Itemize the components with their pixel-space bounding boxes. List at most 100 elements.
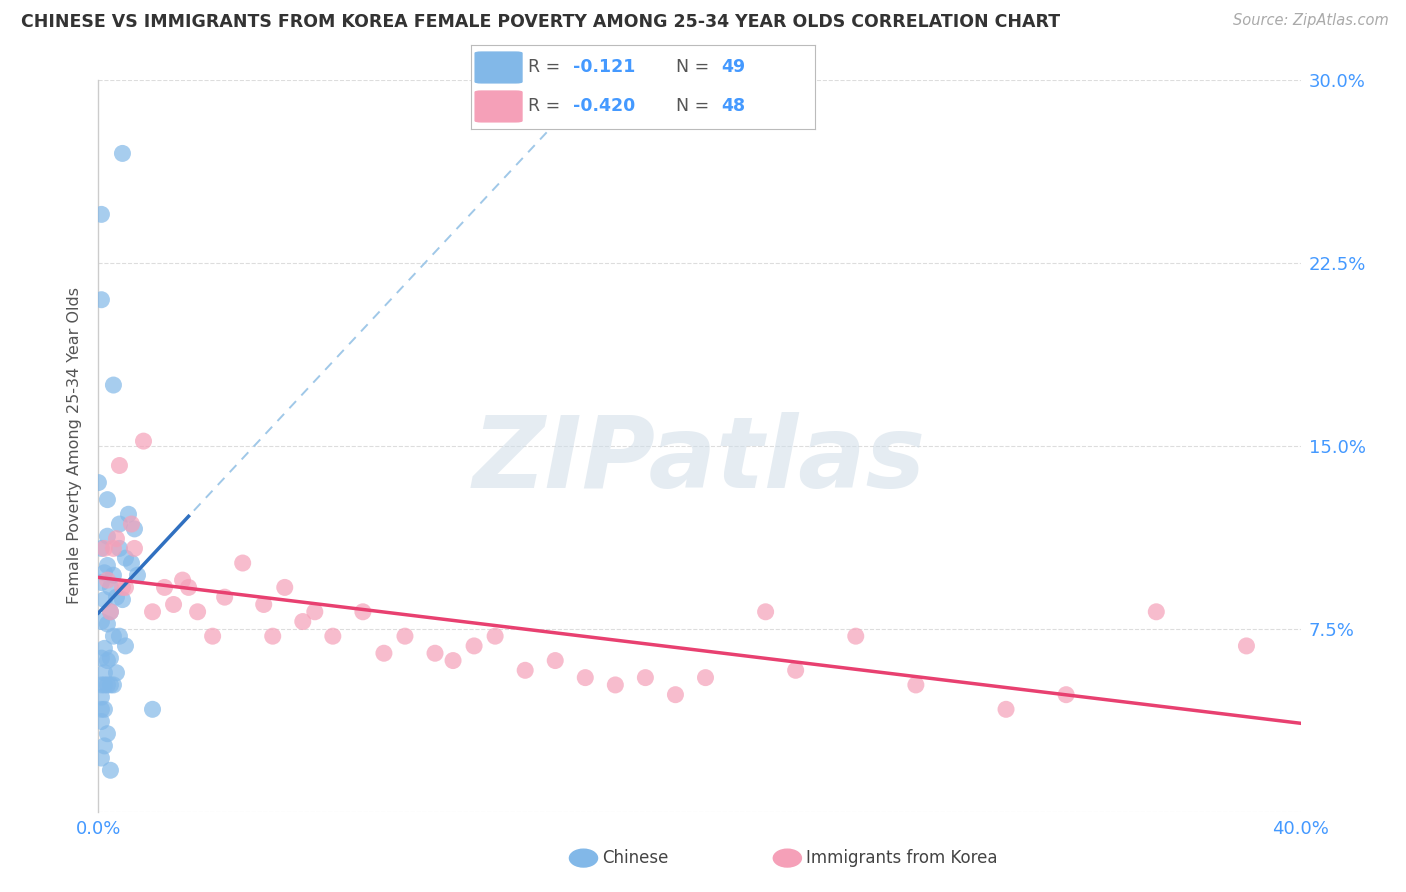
Point (108, 458, 131, 473)
Point (574, 671, 596, 685)
Text: 49: 49 (721, 59, 745, 77)
Point (93, 641, 115, 656)
Point (90, 702, 112, 716)
Point (262, 629, 284, 643)
Point (114, 639, 136, 653)
Point (103, 678, 125, 692)
Point (153, 581, 176, 595)
Point (845, 629, 868, 643)
Text: R =: R = (527, 59, 565, 77)
Point (96, 617, 118, 632)
Point (121, 556, 143, 570)
Y-axis label: Female Poverty Among 25-34 Year Olds: Female Poverty Among 25-34 Year Olds (67, 287, 83, 605)
Point (172, 573, 194, 587)
Point (103, 629, 125, 643)
Point (695, 671, 717, 685)
Point (108, 629, 131, 643)
Point (141, 702, 163, 716)
Point (96, 654, 118, 668)
Point (90, 651, 112, 665)
Point (103, 378, 125, 392)
Point (114, 581, 136, 595)
Point (93, 739, 115, 753)
Point (114, 551, 136, 566)
Point (100, 764, 122, 778)
Point (664, 688, 686, 702)
Point (1054, 688, 1077, 702)
Point (100, 651, 122, 665)
Point (141, 605, 163, 619)
Point (87, 475, 110, 490)
Point (93, 702, 115, 716)
Point (253, 598, 276, 612)
Point (904, 678, 927, 692)
FancyBboxPatch shape (474, 52, 523, 84)
Text: CHINESE VS IMMIGRANTS FROM KOREA FEMALE POVERTY AMONG 25-34 YEAR OLDS CORRELATIO: CHINESE VS IMMIGRANTS FROM KOREA FEMALE … (21, 13, 1060, 31)
Point (127, 568, 149, 582)
Point (111, 146, 134, 161)
Point (304, 605, 326, 619)
Point (484, 629, 506, 643)
Point (605, 678, 627, 692)
Point (111, 592, 134, 607)
Point (755, 605, 778, 619)
Point (463, 639, 485, 653)
Point (100, 605, 122, 619)
Point (105, 665, 128, 680)
Point (274, 581, 297, 595)
Point (93, 541, 115, 556)
Point (96, 529, 118, 543)
Point (100, 605, 122, 619)
Point (108, 516, 131, 531)
Point (93, 592, 115, 607)
Point (103, 541, 125, 556)
Point (322, 629, 344, 643)
Point (108, 541, 131, 556)
Point (96, 727, 118, 741)
Point (90, 207, 112, 221)
Text: N =: N = (676, 59, 714, 77)
Point (1144, 605, 1167, 619)
Point (441, 654, 464, 668)
Point (90, 690, 112, 705)
Text: Source: ZipAtlas.com: Source: ZipAtlas.com (1233, 13, 1389, 29)
Point (124, 522, 146, 536)
Point (394, 629, 416, 643)
Point (90, 714, 112, 729)
Point (132, 434, 155, 449)
Point (105, 532, 128, 546)
Point (90, 575, 112, 590)
Point (352, 605, 374, 619)
Point (177, 581, 200, 595)
Text: -0.121: -0.121 (572, 59, 636, 77)
Point (90, 293, 112, 307)
Text: 48: 48 (721, 97, 745, 115)
Point (634, 671, 657, 685)
Point (201, 629, 224, 643)
Point (785, 663, 807, 677)
Point (96, 492, 118, 507)
Point (90, 615, 112, 629)
Point (100, 678, 122, 692)
Point (105, 590, 128, 604)
Point (96, 678, 118, 692)
Point (232, 556, 254, 570)
Point (515, 663, 537, 677)
Point (96, 558, 118, 573)
Point (291, 615, 314, 629)
Point (103, 568, 125, 582)
Text: R =: R = (527, 97, 565, 115)
Text: ZIPatlas: ZIPatlas (472, 412, 927, 509)
Point (995, 702, 1018, 716)
Point (1236, 639, 1258, 653)
Point (423, 646, 446, 660)
Point (93, 665, 115, 680)
Point (100, 581, 122, 595)
Point (117, 508, 139, 522)
Point (90, 541, 112, 556)
Point (124, 541, 146, 556)
Point (544, 654, 567, 668)
FancyBboxPatch shape (474, 90, 523, 122)
Text: N =: N = (676, 97, 714, 115)
Text: Chinese: Chinese (602, 849, 668, 867)
